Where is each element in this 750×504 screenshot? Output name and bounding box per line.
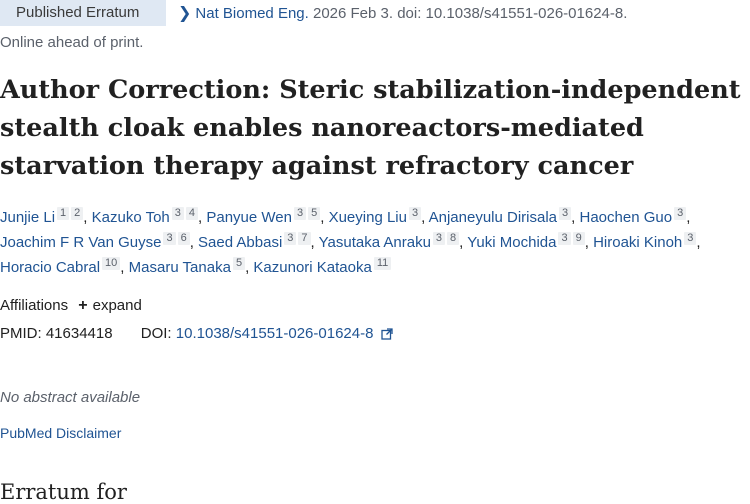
author-list: Junjie Li 1 2, Kazuko Toh 3 4, Panyue Wen 3 5,… — [0, 205, 748, 280]
author-name-link[interactable]: Kazunori Kataoka — [253, 259, 372, 276]
author-item: Kazunori Kataoka 11 — [253, 257, 392, 276]
erratum-badge: Published Erratum — [0, 0, 166, 26]
affiliation-number[interactable]: 3 — [171, 207, 184, 220]
chevron-right-icon[interactable]: ❯ — [178, 5, 192, 22]
author-name-link[interactable]: Horacio Cabral — [0, 259, 101, 276]
author-item: Anjaneyulu Dirisala 3, — [428, 207, 576, 226]
author-name-link[interactable]: Joachim F R Van Guyse — [0, 234, 162, 251]
affiliations-label: Affiliations — [0, 297, 69, 314]
author-item: Yasutaka Anraku 3 8, — [318, 232, 464, 251]
pmid-value: 41634418 — [45, 325, 113, 342]
affiliation-number[interactable]: 4 — [185, 207, 199, 220]
author-name-link[interactable]: Yuki Mochida — [467, 234, 557, 251]
erratum-for-heading: Erratum for — [0, 480, 127, 504]
affiliation-number[interactable]: 3 — [284, 232, 297, 245]
affiliation-number[interactable]: 3 — [432, 232, 446, 245]
affiliation-number[interactable]: 7 — [298, 232, 311, 245]
affiliation-number[interactable]: 3 — [684, 232, 697, 245]
affiliation-number[interactable]: 11 — [373, 257, 392, 270]
plus-icon[interactable]: + — [78, 297, 88, 314]
no-abstract-note: No abstract available — [0, 389, 141, 406]
affiliation-number[interactable]: 3 — [293, 207, 307, 220]
author-name-link[interactable]: Xueying Liu — [328, 209, 407, 226]
author-item: Hiroaki Kinoh 3, — [593, 232, 701, 251]
article-title: Author Correction: Steric stabilization-… — [0, 75, 741, 181]
author-item: Panyue Wen 3 5, — [206, 207, 325, 226]
affiliation-number[interactable]: 9 — [572, 232, 585, 245]
author-item: Yuki Mochida 3 9, — [467, 232, 589, 251]
author-name-link[interactable]: Junjie Li — [0, 209, 56, 226]
affiliation-number[interactable]: 5 — [308, 207, 321, 220]
pmid-label: PMID: — [0, 325, 42, 342]
identifiers-row: PMID: 41634418 DOI: 10.1038/s41551-026-0… — [0, 325, 393, 344]
author-item: Joachim F R Van Guyse 3 6, — [0, 232, 194, 251]
affiliation-number[interactable]: 1 — [57, 207, 70, 220]
citation-line: ❯ Nat Biomed Eng. 2026 Feb 3. doi: 10.103… — [178, 3, 627, 23]
author-name-link[interactable]: Saed Abbasi — [198, 234, 283, 251]
citation-details: 2026 Feb 3. doi: 10.1038/s41551-026-0162… — [308, 5, 628, 22]
affiliation-number[interactable]: 3 — [674, 207, 687, 220]
author-item: Masaru Tanaka 5, — [128, 257, 250, 276]
affiliation-number[interactable]: 3 — [559, 207, 572, 220]
author-item: Xueying Liu 3, — [328, 207, 426, 226]
doi-label: DOI: — [140, 325, 172, 342]
affiliation-number[interactable]: 3 — [408, 207, 422, 220]
author-name-link[interactable]: Yasutaka Anraku — [318, 234, 431, 251]
doi-link[interactable]: 10.1038/s41551-026-01624-8 — [175, 325, 374, 342]
author-name-link[interactable]: Anjaneyulu Dirisala — [428, 209, 558, 226]
author-name-link[interactable]: Masaru Tanaka — [128, 259, 231, 276]
external-link-icon[interactable] — [380, 327, 393, 344]
author-name-link[interactable]: Panyue Wen — [206, 209, 292, 226]
affiliations-row: Affiliations + expand — [0, 297, 142, 315]
expand-affiliations-toggle[interactable]: expand — [92, 297, 142, 314]
author-item: Haochen Guo 3, — [579, 207, 691, 226]
author-name-link[interactable]: Kazuko Toh — [91, 209, 170, 226]
affiliation-number[interactable]: 2 — [71, 207, 84, 220]
author-item: Junjie Li 1 2, — [0, 207, 88, 226]
author-name-link[interactable]: Hiroaki Kinoh — [593, 234, 683, 251]
publication-status: Online ahead of print. — [0, 34, 144, 51]
affiliation-number[interactable]: 3 — [163, 232, 176, 245]
affiliation-number[interactable]: 3 — [558, 232, 571, 245]
author-item: Saed Abbasi 3 7, — [198, 232, 315, 251]
pubmed-disclaimer-link[interactable]: PubMed Disclaimer — [0, 425, 122, 441]
affiliation-number[interactable]: 6 — [177, 232, 190, 245]
journal-link[interactable]: Nat Biomed Eng. — [195, 5, 309, 22]
affiliation-number[interactable]: 5 — [232, 257, 246, 270]
affiliation-number[interactable]: 10 — [102, 257, 121, 270]
author-item: Kazuko Toh 3 4, — [91, 207, 203, 226]
affiliation-number[interactable]: 8 — [447, 232, 460, 245]
author-item: Horacio Cabral 10, — [0, 257, 125, 276]
author-name-link[interactable]: Haochen Guo — [579, 209, 673, 226]
